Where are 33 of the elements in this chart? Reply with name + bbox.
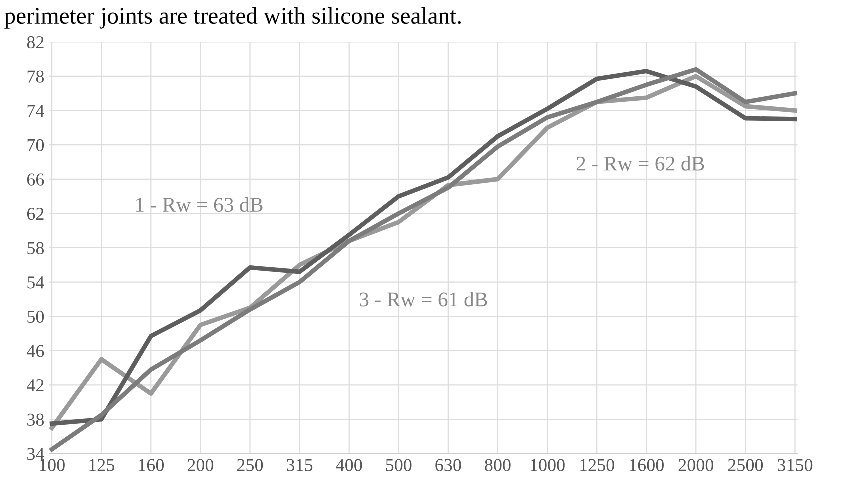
x-tick-label: 500 <box>386 459 412 472</box>
y-tick-label: 42 <box>27 380 44 392</box>
x-tick-label: 125 <box>90 459 114 472</box>
annotation: 3 - Rw = 61 dB <box>360 292 488 307</box>
x-tick-label: 2000 <box>678 459 714 472</box>
y-tick-label: 66 <box>27 174 44 186</box>
y-tick-label: 78 <box>28 70 44 83</box>
annotation: 1 - Rw = 63 dB <box>136 197 263 212</box>
x-tick-label: 1600 <box>630 459 664 472</box>
x-tick-label: 200 <box>188 459 214 472</box>
y-tick-label: 50 <box>28 310 44 324</box>
x-tick-label: 160 <box>139 459 164 472</box>
x-tick-label: 100 <box>40 459 65 472</box>
chart-title: perimeter joints are treated with silicone sealant. <box>4 7 461 29</box>
y-tick-label: 38 <box>28 414 44 426</box>
x-tick-label: 1250 <box>580 459 614 472</box>
x-tick-label: 800 <box>485 459 511 472</box>
x-tick-label: 250 <box>237 459 264 472</box>
x-tick-label: 315 <box>287 459 313 472</box>
y-tick-label: 74 <box>28 105 44 118</box>
annotation: 2 - Rw = 62 dB <box>576 156 704 171</box>
x-tick-label: 2500 <box>728 459 764 472</box>
y-tick-label: 34 <box>28 448 44 460</box>
y-tick-label: 62 <box>27 208 44 220</box>
y-tick-label: 46 <box>27 345 44 358</box>
x-tick-label: 630 <box>436 459 462 472</box>
x-tick-label: 400 <box>336 459 362 472</box>
x-tick-label: 1000 <box>531 459 565 472</box>
y-tick-label: 82 <box>27 36 44 49</box>
x-tick-label: 3150 <box>778 459 813 472</box>
y-tick-label: 54 <box>28 276 44 289</box>
y-tick-label: 58 <box>28 242 44 254</box>
y-tick-label: 70 <box>28 139 44 152</box>
